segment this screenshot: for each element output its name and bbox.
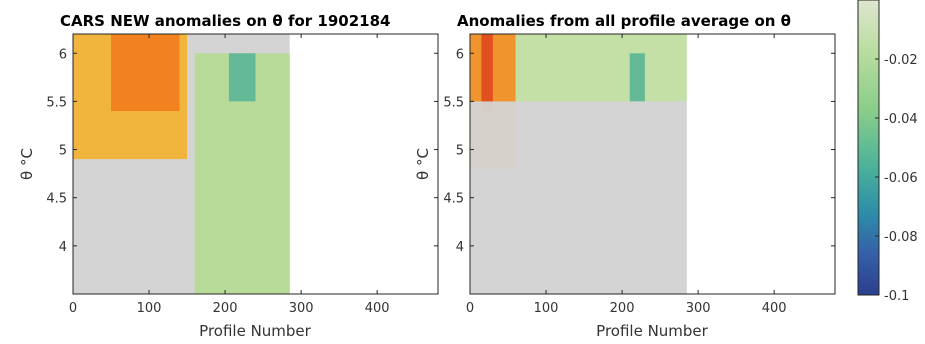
x-tick-label: 100 [137,301,162,316]
plot-frame [72,33,439,295]
y-axis-label: θ °C [18,148,36,180]
y-tick-label: 5.5 [443,95,464,110]
y-tick-label: 5 [59,144,67,159]
y-tick-label: 4 [456,240,464,255]
anomaly-region [228,53,256,102]
x-tick-label: 100 [534,301,559,316]
y-tick-label: 5 [456,144,464,159]
x-tick-label: 300 [686,301,711,316]
x-tick-label: 300 [289,301,314,316]
anomaly-region [629,53,645,102]
colorbar: -0.02 -0.04 -0.06 -0.08 -0.1 [857,0,918,304]
panel-title: CARS NEW anomalies on θ for 1902184 [60,12,390,30]
y-tick-label: 6 [456,47,464,62]
y-tick-label: 6 [59,47,67,62]
y-tick-label: 4 [59,240,67,255]
colorbar-tick-label: -0.1 [884,289,909,304]
x-axis-label: Profile Number [199,322,311,340]
y-tick-label: 5.5 [46,95,67,110]
x-tick-label: 400 [365,301,390,316]
anomaly-region [73,159,188,294]
x-axis-label: Profile Number [596,322,708,340]
colorbar-tick-label: -0.06 [884,171,918,186]
anomaly-region [111,34,180,112]
colorbar-tick-label: -0.02 [884,53,918,68]
anomaly-region [470,101,687,294]
panel-cars-new-anomalies: CARS NEW anomalies on θ for 1902184 0 100… [18,12,439,340]
y-tick-label: 4.5 [443,192,464,207]
y-tick-label: 4.5 [46,192,67,207]
x-tick-label: 200 [213,301,238,316]
y-axis-label: θ °C [414,148,432,180]
plot-frame [469,33,836,295]
x-tick-label: 200 [610,301,635,316]
colorbar-tick-label: -0.08 [884,230,918,245]
x-tick-label: 400 [762,301,787,316]
anomaly-region [515,34,687,102]
colorbar-tick-label: -0.04 [884,112,918,127]
colorbar-gradient [857,0,880,296]
panel-all-profile-average-anomalies: Anomalies from all profile average on θ … [414,12,836,340]
x-tick-label: 0 [466,301,474,316]
anomaly-region [481,34,493,112]
x-tick-label: 0 [69,301,77,316]
panel-title: Anomalies from all profile average on θ [457,12,791,30]
